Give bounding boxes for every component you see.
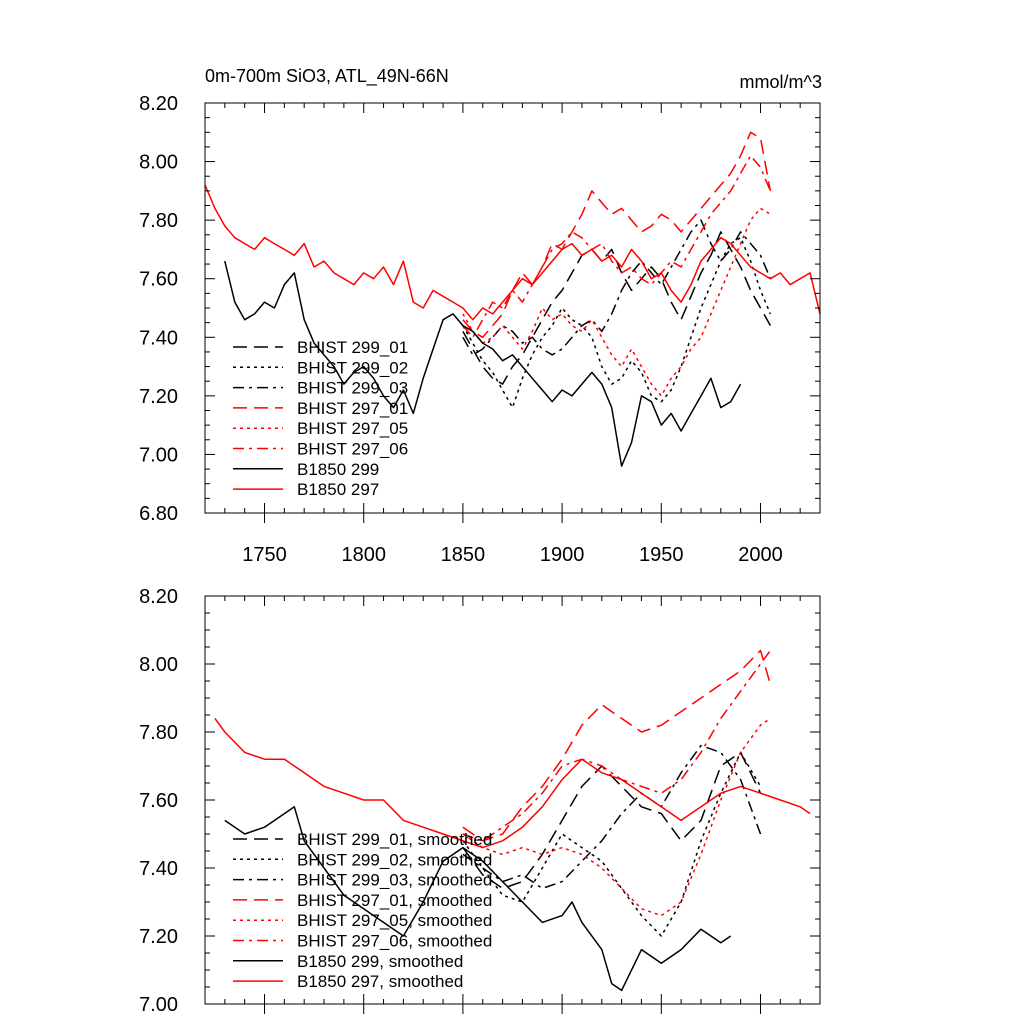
legend-label: BHIST 297_06, smoothed bbox=[297, 932, 492, 951]
legend-label: B1850 299 bbox=[297, 460, 379, 479]
y-tick-label: 7.20 bbox=[139, 926, 178, 948]
legend-label: BHIST 299_02 bbox=[297, 358, 408, 377]
x-tick-label: 1900 bbox=[540, 544, 585, 566]
series-line-bhist-297-01-smoothed bbox=[462, 649, 772, 842]
top-panel: 6.80 7.00 7.20 7.40 7.60 7.80 8.00 8.20 1750 1800… bbox=[139, 93, 821, 566]
units-label: mmol/m^3 bbox=[740, 72, 822, 92]
legend-label: BHIST 297_06 bbox=[297, 440, 408, 459]
y-tick-label: 7.60 bbox=[139, 269, 178, 291]
series-line-bhist-297-05 bbox=[462, 207, 771, 397]
y-tick-label: 8.20 bbox=[139, 586, 178, 608]
legend-label: BHIST 297_05, smoothed bbox=[297, 911, 492, 930]
series-line-b1850-297 bbox=[204, 184, 821, 321]
series-line-b1850-299 bbox=[224, 260, 742, 467]
y-tick-label: 8.20 bbox=[139, 93, 178, 115]
y-tick-label: 7.40 bbox=[139, 327, 178, 349]
y-tick-label: 7.60 bbox=[139, 790, 178, 812]
legend-label: BHIST 299_02, smoothed bbox=[297, 850, 492, 869]
legend-label: BHIST 297_05 bbox=[297, 419, 408, 438]
x-tick-label: 2000 bbox=[738, 544, 783, 566]
series-line-bhist-299-02-smoothed bbox=[462, 751, 762, 937]
series-line-b1850-299-smoothed bbox=[224, 806, 732, 992]
legend-label: BHIST 297_01, smoothed bbox=[297, 891, 492, 910]
bottom-panel: 7.00 7.20 7.40 7.60 7.80 8.00 8.20 BHIST 299_01… bbox=[139, 586, 821, 1016]
series-line-bhist-297-01 bbox=[462, 131, 772, 339]
legend-label: BHIST 299_03, smoothed bbox=[297, 871, 492, 890]
y-tick-label: 7.00 bbox=[139, 994, 178, 1016]
y-tick-label: 7.40 bbox=[139, 858, 178, 880]
series-line-b1850-297-smoothed bbox=[214, 717, 811, 849]
y-tick-label: 8.00 bbox=[139, 654, 178, 676]
legend-label: B1850 299, smoothed bbox=[297, 952, 463, 971]
x-tick-label: 1750 bbox=[242, 544, 287, 566]
series-line-bhist-297-06 bbox=[462, 154, 772, 339]
series-line-bhist-299-03-smoothed bbox=[462, 744, 762, 890]
y-tick-label: 7.80 bbox=[139, 210, 178, 232]
legend-label: B1850 297 bbox=[297, 480, 379, 499]
y-tick-label: 6.80 bbox=[139, 503, 178, 525]
legend-label: BHIST 299_01 bbox=[297, 338, 408, 357]
y-tick-label: 7.20 bbox=[139, 386, 178, 408]
series-line-bhist-299-03 bbox=[462, 219, 772, 356]
x-tick-label: 1950 bbox=[639, 544, 684, 566]
series-line-bhist-297-06-smoothed bbox=[462, 649, 772, 842]
y-tick-label: 8.00 bbox=[139, 152, 178, 174]
series-line-bhist-299-02 bbox=[462, 236, 772, 409]
legend-label: B1850 297, smoothed bbox=[297, 972, 463, 991]
y-tick-label: 7.80 bbox=[139, 722, 178, 744]
chart-title: 0m-700m SiO3, ATL_49N-66N bbox=[205, 66, 449, 87]
x-tick-label: 1800 bbox=[341, 544, 386, 566]
x-tick-label: 1850 bbox=[441, 544, 486, 566]
y-tick-label: 7.00 bbox=[139, 444, 178, 466]
legend-label: BHIST 299_01, smoothed bbox=[297, 830, 492, 849]
legend-label: BHIST 297_01 bbox=[297, 399, 408, 418]
legend-label: BHIST 299_03 bbox=[297, 379, 408, 398]
